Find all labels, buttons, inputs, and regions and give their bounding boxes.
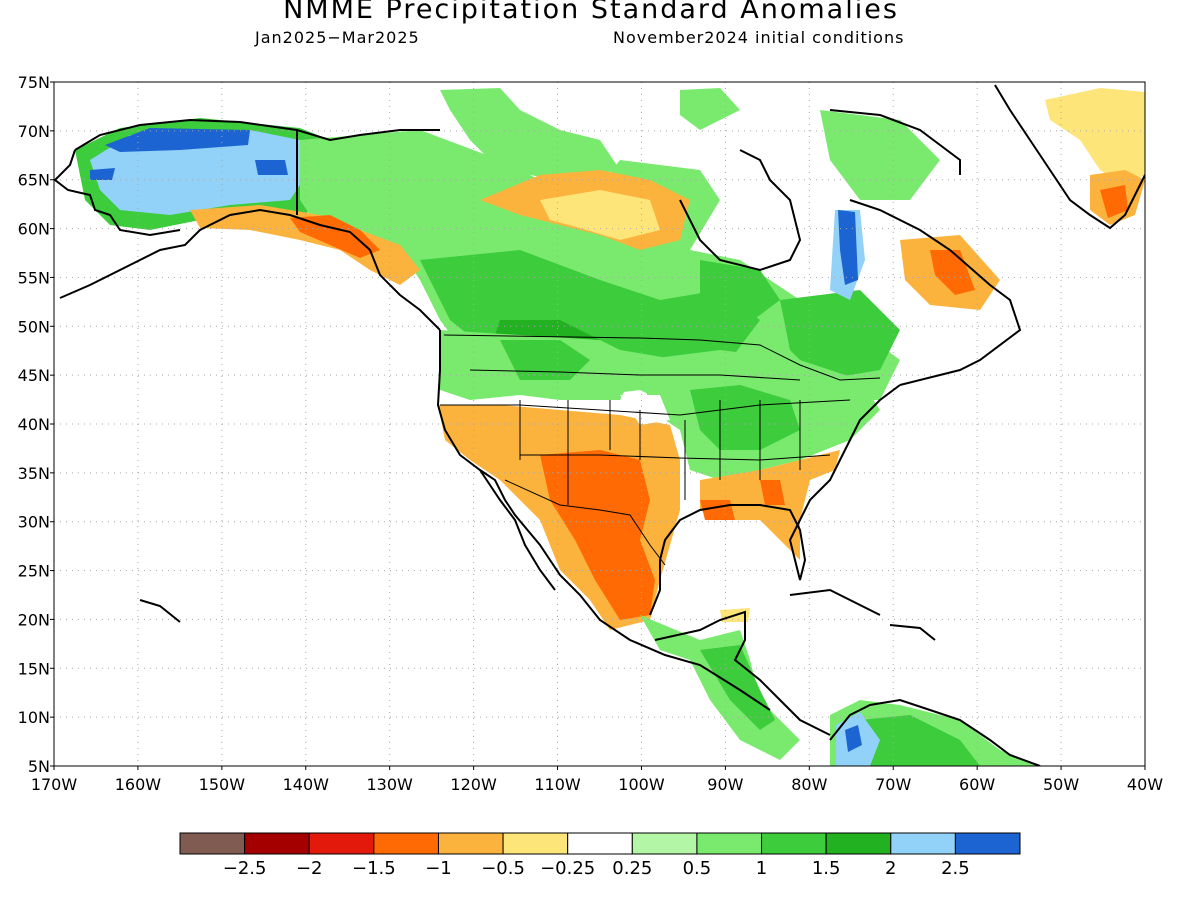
colorbar-swatch (437, 832, 504, 855)
political-borders (440, 334, 881, 566)
lat-label: 20N (18, 610, 50, 629)
colorbar-swatch (373, 832, 439, 855)
lon-label: 130W (367, 775, 414, 794)
lon-label: 70W (875, 775, 911, 794)
colorbar-swatch (179, 832, 246, 855)
lon-label: 160W (115, 775, 162, 794)
lat-label: 50N (18, 317, 50, 336)
colorbar-swatch (631, 832, 698, 855)
lat-label: 60N (18, 220, 50, 239)
lat-label: 55N (18, 268, 50, 287)
colorbar-label: −1 (425, 858, 452, 879)
colorbar-swatch (244, 832, 310, 855)
coastlines (54, 84, 1145, 766)
lat-label: 10N (18, 708, 50, 727)
lat-label: 15N (18, 659, 50, 678)
lon-label: 50W (1043, 775, 1079, 794)
map-title: NMME Precipitation Standard Anomalies (283, 0, 899, 25)
lon-label: 140W (283, 775, 330, 794)
axis-ticks (50, 81, 1146, 770)
longitude-labels: 170W 160W 150W 140W 130W 120W 110W 100W 90W 80W 70… (31, 775, 1163, 794)
colorbar-swatch (696, 832, 763, 855)
forecast-period: Jan2025−Mar2025 (255, 28, 420, 47)
lat-label: 25N (18, 562, 50, 581)
lat-label: 65N (18, 171, 50, 190)
colorbar-swatch (825, 832, 892, 855)
lon-label: 40W (1127, 775, 1163, 794)
lon-label: 100W (618, 775, 665, 794)
colorbar-swatch (890, 832, 956, 855)
colorbar-swatch (761, 832, 827, 855)
lat-label: 45N (18, 366, 50, 385)
colorbar-label: 2.5 (941, 858, 970, 879)
lon-label: 80W (791, 775, 827, 794)
anomaly-shading (75, 88, 1145, 766)
lon-label: 120W (450, 775, 497, 794)
colorbar-label: 1 (756, 858, 767, 879)
colorbar-label: 0.5 (683, 858, 712, 879)
lat-label: 30N (18, 513, 50, 532)
colorbar-label: −0.5 (481, 858, 525, 879)
colorbar-label: −0.25 (540, 858, 595, 879)
initial-conditions: November2024 initial conditions (613, 28, 905, 47)
colorbar-label: −2 (296, 858, 323, 879)
lon-label: 170W (31, 775, 78, 794)
colorbar-label: −2.5 (223, 858, 267, 879)
colorbar-label: 1.5 (812, 858, 841, 879)
colorbar-labels: −2.5 −2 −1.5 −1 −0.5 −0.25 0.25 0.5 1 1.5 2 2.5 (223, 858, 970, 879)
colorbar-swatch (567, 832, 633, 855)
colorbar-swatch (308, 832, 375, 855)
lon-label: 150W (199, 775, 246, 794)
lat-label: 75N (18, 73, 50, 92)
colorbar-swatch (954, 832, 1021, 855)
lat-label: 35N (18, 464, 50, 483)
lon-label: 110W (534, 775, 581, 794)
latitude-labels: 75N 70N 65N 60N 55N 50N 45N 40N 35N 30N 25N 20N 15N 1… (18, 73, 50, 776)
lon-label: 90W (707, 775, 743, 794)
colorbar-label: 2 (885, 858, 896, 879)
lat-label: 70N (18, 122, 50, 141)
map-graticule (54, 82, 1145, 766)
colorbar (179, 832, 1021, 855)
lat-label: 40N (18, 415, 50, 434)
lon-label: 60W (959, 775, 995, 794)
lat-label: 5N (28, 757, 50, 776)
colorbar-swatch (502, 832, 569, 855)
colorbar-label: 0.25 (612, 858, 652, 879)
colorbar-label: −1.5 (352, 858, 396, 879)
